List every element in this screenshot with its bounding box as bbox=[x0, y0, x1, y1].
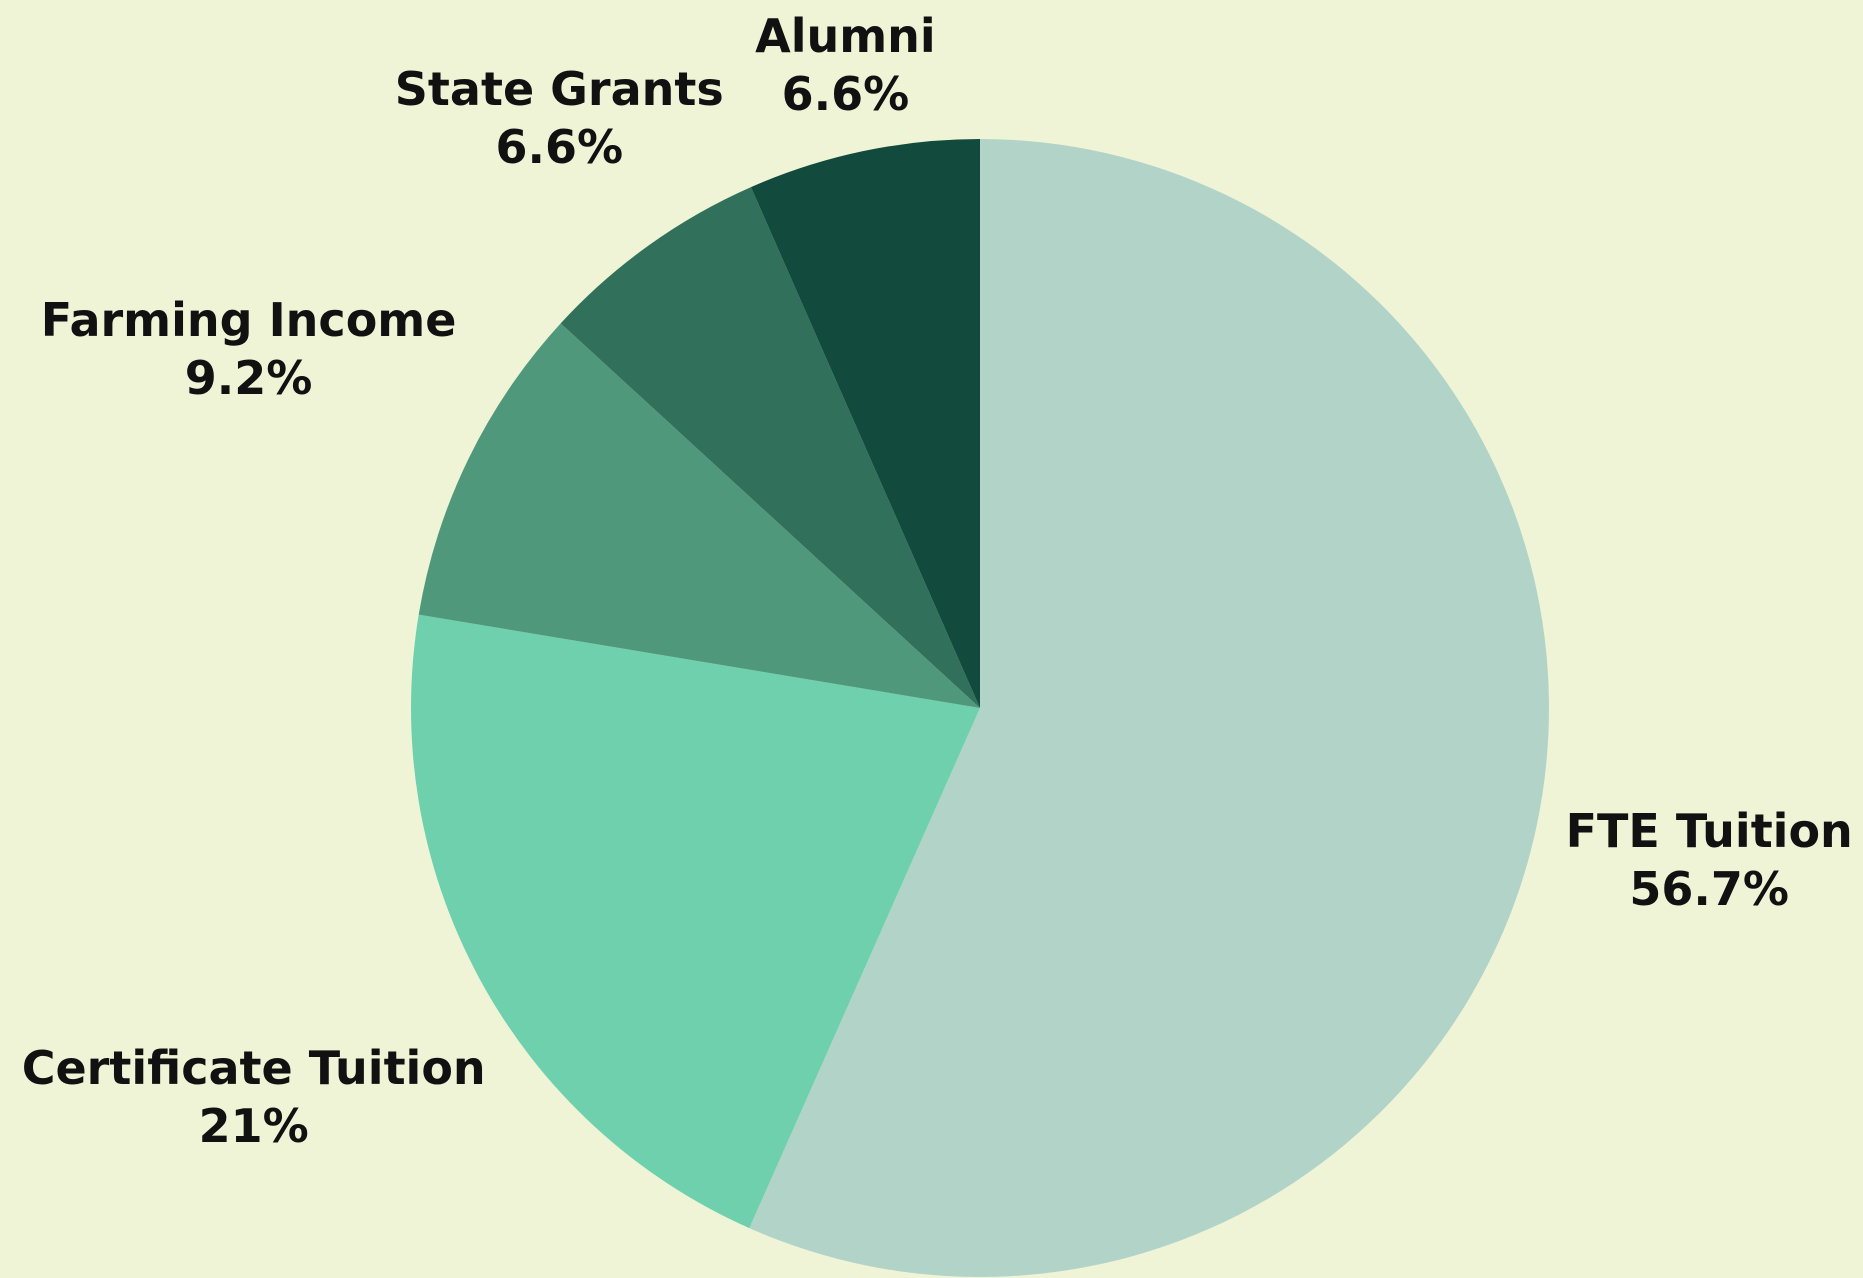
slice-label: Farming Income bbox=[41, 293, 457, 347]
slice-value-label: 6.6% bbox=[782, 67, 910, 121]
pie-slice bbox=[749, 139, 1549, 1277]
slice-label: FTE Tuition bbox=[1566, 804, 1853, 858]
pie-slice bbox=[418, 323, 980, 708]
slice-value-label: 56.7% bbox=[1629, 862, 1789, 916]
pie-slice bbox=[411, 614, 980, 1229]
slice-label: Alumni bbox=[755, 9, 936, 63]
pie-slice bbox=[750, 139, 980, 708]
pie-slice bbox=[560, 187, 980, 709]
slice-value-label: 6.6% bbox=[496, 120, 624, 174]
slice-label: Certificate Tuition bbox=[22, 1041, 486, 1095]
slice-label: State Grants bbox=[395, 62, 724, 116]
slice-value-label: 9.2% bbox=[185, 351, 313, 405]
slice-value-label: 21% bbox=[199, 1099, 309, 1153]
